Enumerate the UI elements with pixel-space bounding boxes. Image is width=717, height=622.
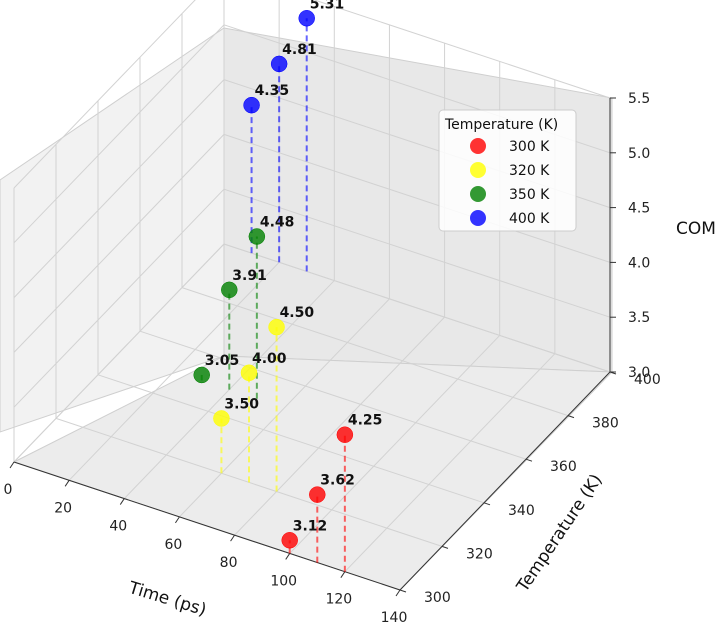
legend-label: 400 K [509, 211, 550, 227]
data-point [309, 486, 326, 503]
data-label: 5.31 [310, 0, 345, 12]
data-label: 4.00 [252, 351, 287, 367]
grid-line-z [312, 0, 611, 99]
x-axis-label: Time (ps) [125, 578, 208, 621]
data-label: 3.05 [205, 353, 240, 369]
x-tick-label: 80 [220, 555, 238, 571]
grid-line-z [13, 243, 225, 463]
x-tick-label: 60 [165, 537, 183, 553]
y-axis-label: Temperature (K) [513, 471, 607, 597]
legend-marker [470, 162, 486, 178]
legend-marker [470, 210, 486, 226]
x-tick-label: 40 [109, 519, 127, 535]
data-labels: 3.12 3.62 4.25 3.50 4.00 4.50 3.05 3.91 4.48 4.35… [205, 0, 383, 534]
x-tick-mark [64, 480, 70, 487]
data-point [248, 228, 266, 245]
data-points [193, 10, 354, 549]
x-tick-mark [395, 589, 401, 597]
y-tick-mark [525, 458, 533, 462]
data-label: 4.81 [282, 42, 317, 58]
data-point [213, 410, 230, 427]
x-tick-mark [230, 534, 235, 542]
legend-label: 300 K [509, 139, 550, 155]
grid-line-z [13, 79, 225, 298]
z-tick-label: 5.5 [628, 91, 650, 107]
grid-line-z [13, 0, 196, 189]
y-tick-mark [567, 415, 575, 419]
data-point [336, 426, 354, 443]
data-label: 4.25 [348, 413, 383, 429]
grid-line-z [13, 188, 225, 408]
legend-marker [470, 138, 486, 154]
legend-items: 300 K 320 K 350 K 400 K [470, 138, 550, 227]
legend-label: 350 K [509, 187, 550, 203]
z-tick-label: 3.0 [628, 365, 650, 381]
axes [13, 98, 611, 591]
x-axis-line [13, 461, 401, 591]
grid-line-x [68, 261, 280, 481]
grid-line-x [179, 298, 390, 518]
z-tick-label: 4.0 [628, 255, 650, 271]
x-tick-label: 20 [54, 500, 72, 516]
x-tick-mark [285, 553, 291, 560]
grid-lines [13, 0, 611, 591]
grid-line-x [289, 335, 501, 554]
data-label: 4.48 [260, 215, 295, 231]
data-point [298, 10, 315, 27]
z-tick-label: 3.5 [628, 310, 650, 326]
y-tick-label: 320 [466, 546, 493, 562]
z-tick-label: 5.0 [628, 146, 650, 162]
legend: Temperature (K) 300 K 320 K 350 K 400 K [438, 109, 577, 232]
y-tick-label: 300 [424, 590, 451, 606]
grid-line-z [13, 134, 225, 353]
data-point [243, 96, 260, 114]
grid-line-z [13, 24, 225, 244]
left-back-pane [0, 27, 225, 433]
grid-line-z [223, 188, 611, 318]
x-tick-label: 120 [325, 592, 352, 608]
data-label: 4.50 [280, 305, 315, 321]
x-tick-label: 140 [381, 610, 408, 622]
data-label: 3.91 [232, 268, 267, 284]
x-tick-mark [175, 516, 180, 524]
y-tick-mark [399, 589, 407, 593]
grid-line-y [55, 417, 443, 547]
data-label: 3.50 [224, 396, 259, 412]
data-label: 3.12 [293, 518, 328, 534]
grid-line-z [223, 243, 611, 373]
grid-line-z [223, 133, 611, 263]
data-point [270, 55, 288, 73]
y-axis-line [399, 371, 611, 591]
y-tick-label: 340 [508, 503, 535, 519]
y-tick-label: 400 [634, 372, 661, 388]
x-tick-label: 0 [4, 482, 13, 498]
y-tick-mark [483, 502, 491, 506]
data-label: 3.62 [320, 473, 355, 489]
x-tick-label: 100 [270, 573, 297, 589]
data-point [221, 281, 238, 299]
x-tick-mark [119, 498, 125, 505]
y-tick-label: 380 [592, 416, 619, 432]
z-tick-label: 4.5 [628, 201, 650, 217]
data-label: 4.35 [255, 83, 290, 99]
grid-line-y [181, 287, 569, 417]
grid-line-x [234, 316, 445, 536]
grid-line-y [139, 330, 527, 460]
legend-marker [470, 186, 486, 202]
data-point [268, 318, 285, 336]
grid-line-x [344, 353, 556, 573]
grid-line-y [97, 374, 485, 504]
y-tick-label: 360 [550, 459, 577, 475]
z-axis-label: COM [676, 219, 716, 239]
data-point [193, 366, 210, 384]
legend-label: 320 K [509, 163, 550, 179]
legend-title: Temperature (K) [444, 117, 558, 133]
x-tick-mark [9, 461, 15, 469]
data-point [281, 532, 298, 549]
x-tick-mark [340, 571, 346, 578]
y-tick-mark [441, 545, 449, 549]
data-point [240, 364, 258, 382]
